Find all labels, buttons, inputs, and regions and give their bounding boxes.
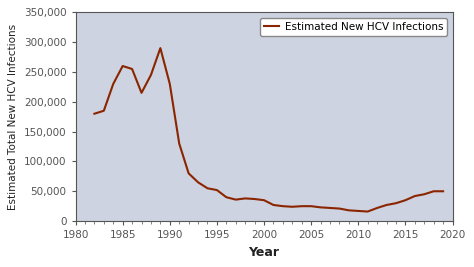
Estimated New HCV Infections	[299, 205, 305, 208]
Estimated New HCV Infections	[233, 198, 238, 201]
Line: Estimated New HCV Infections: Estimated New HCV Infections	[94, 48, 443, 211]
Estimated New HCV Infections	[120, 64, 126, 68]
Estimated New HCV Infections	[421, 193, 427, 196]
Estimated New HCV Infections	[167, 82, 173, 85]
Estimated New HCV Infections	[308, 205, 314, 208]
Estimated New HCV Infections	[431, 190, 437, 193]
Legend: Estimated New HCV Infections: Estimated New HCV Infections	[260, 18, 447, 36]
Estimated New HCV Infections	[271, 203, 276, 207]
Estimated New HCV Infections	[214, 189, 220, 192]
Estimated New HCV Infections	[205, 187, 210, 190]
Estimated New HCV Infections	[412, 194, 418, 198]
Estimated New HCV Infections	[327, 206, 333, 210]
Estimated New HCV Infections	[356, 209, 361, 213]
Estimated New HCV Infections	[280, 205, 286, 208]
Estimated New HCV Infections	[393, 202, 399, 205]
Y-axis label: Estimated Total New HCV Infections: Estimated Total New HCV Infections	[9, 24, 18, 210]
Estimated New HCV Infections	[402, 199, 408, 202]
Estimated New HCV Infections	[176, 142, 182, 145]
Estimated New HCV Infections	[318, 206, 323, 209]
Estimated New HCV Infections	[440, 190, 446, 193]
Estimated New HCV Infections	[242, 197, 248, 200]
Estimated New HCV Infections	[252, 197, 257, 201]
Estimated New HCV Infections	[290, 205, 295, 208]
Estimated New HCV Infections	[384, 203, 390, 207]
Estimated New HCV Infections	[337, 207, 342, 210]
Estimated New HCV Infections	[148, 73, 154, 77]
Estimated New HCV Infections	[346, 209, 352, 212]
Estimated New HCV Infections	[186, 172, 191, 175]
Estimated New HCV Infections	[365, 210, 371, 213]
Estimated New HCV Infections	[157, 46, 163, 50]
Estimated New HCV Infections	[129, 67, 135, 70]
Estimated New HCV Infections	[224, 196, 229, 199]
Estimated New HCV Infections	[139, 91, 145, 95]
Estimated New HCV Infections	[261, 199, 267, 202]
Estimated New HCV Infections	[110, 82, 116, 85]
Estimated New HCV Infections	[91, 112, 97, 115]
Estimated New HCV Infections	[374, 206, 380, 210]
Estimated New HCV Infections	[101, 109, 107, 112]
X-axis label: Year: Year	[248, 246, 280, 259]
Estimated New HCV Infections	[195, 181, 201, 184]
